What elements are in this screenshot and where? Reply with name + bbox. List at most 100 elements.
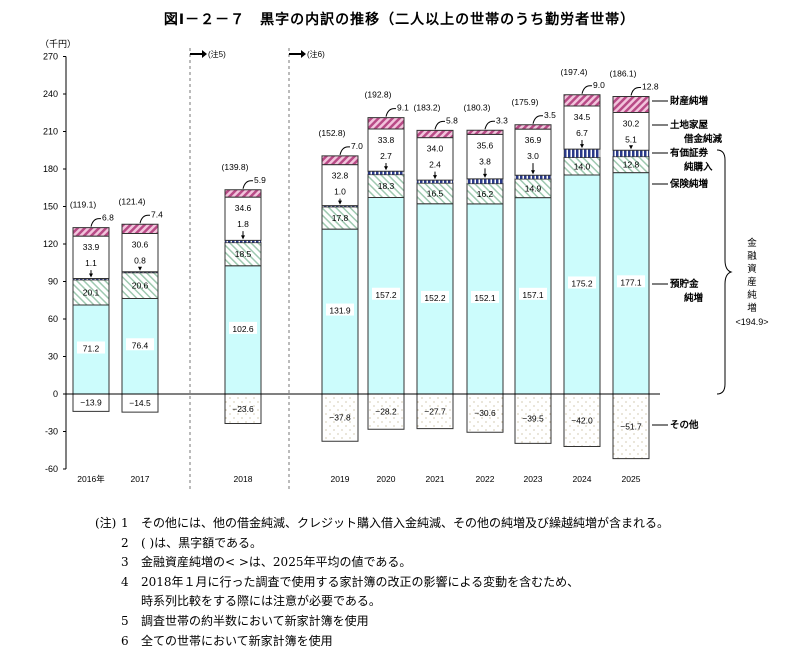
x-tick-label: 2016年 <box>77 474 105 484</box>
leader-line <box>139 214 150 224</box>
data-label-other: −30.6 <box>474 408 496 418</box>
y-unit-label: （千円） <box>40 39 76 49</box>
data-label-property: 5.9 <box>254 175 266 185</box>
note-head <box>95 592 121 612</box>
total-label: (186.1) <box>610 69 637 79</box>
data-label-land-house-debt: 34.5 <box>574 112 591 122</box>
financial-assets-label-char: 融 <box>747 251 757 262</box>
note-line: 4 2018年１月に行った調査で使用する家計簿の改正の影響による変動を含むため、 <box>95 573 669 593</box>
y-tick-label: 270 <box>43 52 58 62</box>
legend-label-insurance: 保険純増 <box>669 178 709 190</box>
bar-segment-property <box>321 155 359 166</box>
data-label-other: −37.8 <box>329 413 351 423</box>
y-tick-label: 240 <box>43 89 58 99</box>
data-label-insurance: 14.9 <box>525 183 542 193</box>
x-tick-label: 2020 <box>377 474 396 484</box>
legend-label-other: その他 <box>670 419 699 431</box>
leader-line <box>581 85 592 94</box>
arrow-down-icon <box>138 266 142 271</box>
y-tick-label: 210 <box>43 127 58 137</box>
legend-label-deposits: 純増 <box>684 292 704 304</box>
bar-segment-other <box>466 393 504 433</box>
note-number: 1 <box>121 516 129 530</box>
leader-line <box>484 120 495 130</box>
data-label-land-house-debt: 30.6 <box>132 240 149 250</box>
note-number <box>121 592 141 612</box>
legend-label-property: 財産純増 <box>669 95 709 107</box>
note-text: 時系列比較をする際には注意が必要である。 <box>141 594 381 609</box>
data-label-land-house-debt: 36.9 <box>525 135 542 145</box>
bar-segment-securities <box>514 175 552 180</box>
leader-line <box>242 180 253 189</box>
label-bg <box>568 276 596 289</box>
label-bg <box>617 275 645 288</box>
leader-line <box>339 146 350 156</box>
data-label-other: −27.7 <box>424 406 446 416</box>
y-tick-label: -60 <box>45 464 58 474</box>
bar-segment-securities <box>612 150 650 157</box>
y-tick-label: 180 <box>43 164 58 174</box>
data-label-deposits: 152.2 <box>424 293 446 303</box>
data-label-deposits: 157.1 <box>522 290 544 300</box>
label-bg <box>519 287 547 300</box>
bar-segment-securities <box>367 171 405 175</box>
data-label-insurance: 12.8 <box>623 160 640 170</box>
data-label-securities: 1.8 <box>237 219 249 229</box>
x-tick-label: 2024 <box>573 474 592 484</box>
total-label: (180.3) <box>464 102 491 112</box>
note-text: その他には、他の借金純減、クレジット購入借入金純減、その他の純増及び繰越純増が含… <box>141 516 670 530</box>
leader-line <box>532 115 543 124</box>
x-tick-label: 2025 <box>622 474 641 484</box>
data-label-insurance: 16.2 <box>477 189 494 199</box>
data-label-property: 9.1 <box>397 103 409 113</box>
data-label-insurance: 16.5 <box>427 188 444 198</box>
leader-line <box>90 218 101 227</box>
bar-segment-other <box>367 393 405 430</box>
data-label-property: 6.8 <box>102 213 114 223</box>
data-label-land-house-debt: 33.8 <box>378 135 395 145</box>
notes: (注) 1 その他には、他の借金純減、クレジット購入借入金純減、その他の純増及び繰越… <box>95 514 669 651</box>
note-head <box>95 553 121 573</box>
x-tick-label: 2022 <box>476 474 495 484</box>
arrow-down-icon <box>241 235 245 240</box>
legend-label-deposits: 預貯金 <box>670 278 699 290</box>
data-label-insurance: 18.3 <box>378 181 395 191</box>
arrow-down-icon <box>580 144 584 149</box>
period-note: (注6) <box>307 49 325 59</box>
stacked-bar-chart: （千円） 270 240 210 180 150 120 90 60 30 0 -30 -60 (注5) (… <box>40 39 769 490</box>
leader-line <box>434 120 445 130</box>
total-label: (152.8) <box>319 128 346 138</box>
arrow-down-icon <box>384 166 388 171</box>
y-tick-label: 150 <box>43 202 58 212</box>
bar-segment-other <box>563 393 601 447</box>
total-label: (175.9) <box>512 97 539 107</box>
financial-assets-label-char: 産 <box>747 276 757 288</box>
note-head <box>95 573 121 593</box>
financial-assets-label-char: 金 <box>747 237 757 249</box>
total-label: (119.1) <box>70 200 96 210</box>
x-tick-label: 2018 <box>234 474 253 484</box>
data-label-other: −13.9 <box>80 398 102 408</box>
bar-segment-securities <box>563 148 601 158</box>
data-label-securities: 1.0 <box>334 187 346 197</box>
data-label-land-house-debt: 35.6 <box>477 140 494 150</box>
arrow-down-icon <box>433 175 437 180</box>
brace <box>716 149 733 395</box>
note-number: 5 <box>121 613 129 628</box>
bar-segment-other <box>416 393 454 430</box>
data-label-deposits: 76.4 <box>132 340 149 350</box>
data-label-insurance: 14.0 <box>574 161 591 171</box>
y-tick-label: 60 <box>48 314 58 324</box>
legend-label-securities: 有価証券 <box>670 147 709 159</box>
y-tick-label: 0 <box>53 389 58 399</box>
data-label-land-house-debt: 30.2 <box>623 119 640 129</box>
bar-segment-insurance <box>121 272 159 299</box>
note-line: 2 ( )は、黒字額である。 <box>95 534 669 554</box>
x-tick-label: 2019 <box>331 474 350 484</box>
data-label-other: −23.6 <box>232 404 254 414</box>
note-text: ( )は、黒字額である。 <box>141 535 263 550</box>
data-label-deposits: 71.2 <box>83 344 100 354</box>
label-bg <box>229 321 257 334</box>
data-label-property: 7.0 <box>351 141 363 151</box>
